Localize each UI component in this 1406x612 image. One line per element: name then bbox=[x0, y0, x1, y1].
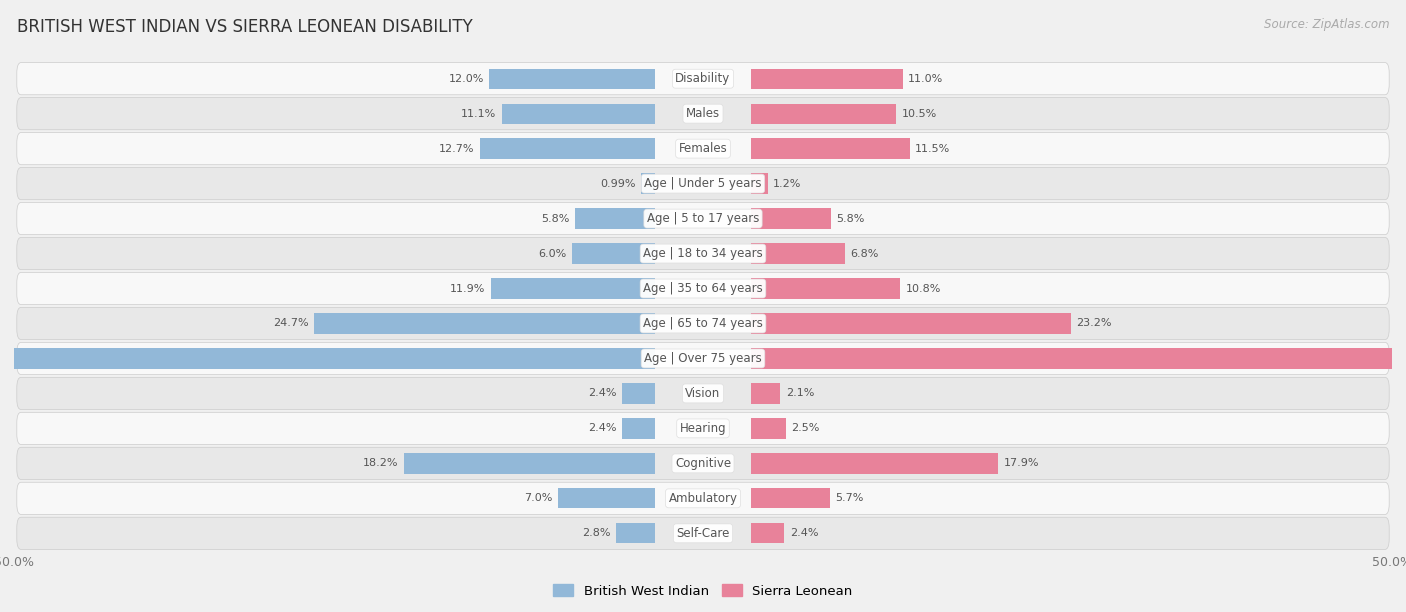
Text: 5.8%: 5.8% bbox=[837, 214, 865, 223]
Text: 6.0%: 6.0% bbox=[538, 248, 567, 258]
FancyBboxPatch shape bbox=[17, 168, 1389, 200]
FancyBboxPatch shape bbox=[17, 482, 1389, 515]
Text: 24.7%: 24.7% bbox=[273, 318, 309, 329]
Text: Age | Under 5 years: Age | Under 5 years bbox=[644, 177, 762, 190]
Bar bbox=[751, 173, 768, 194]
Text: 0.99%: 0.99% bbox=[600, 179, 636, 188]
FancyBboxPatch shape bbox=[17, 378, 1389, 409]
Bar bbox=[502, 103, 655, 124]
Text: 17.9%: 17.9% bbox=[1004, 458, 1039, 468]
Text: 2.5%: 2.5% bbox=[792, 424, 820, 433]
Text: Females: Females bbox=[679, 142, 727, 155]
FancyBboxPatch shape bbox=[17, 203, 1389, 234]
Bar bbox=[751, 348, 1405, 368]
Bar bbox=[751, 418, 786, 439]
Text: Age | 65 to 74 years: Age | 65 to 74 years bbox=[643, 317, 763, 330]
Text: Males: Males bbox=[686, 107, 720, 120]
Text: 11.1%: 11.1% bbox=[461, 109, 496, 119]
Text: Disability: Disability bbox=[675, 72, 731, 85]
Text: 2.8%: 2.8% bbox=[582, 528, 610, 539]
Text: 23.2%: 23.2% bbox=[1077, 318, 1112, 329]
Text: 11.5%: 11.5% bbox=[915, 144, 950, 154]
Text: 10.8%: 10.8% bbox=[905, 283, 941, 294]
FancyBboxPatch shape bbox=[17, 237, 1389, 270]
FancyBboxPatch shape bbox=[17, 342, 1389, 375]
Bar bbox=[491, 278, 655, 299]
FancyBboxPatch shape bbox=[17, 517, 1389, 550]
FancyBboxPatch shape bbox=[17, 272, 1389, 305]
Legend: British West Indian, Sierra Leonean: British West Indian, Sierra Leonean bbox=[548, 579, 858, 603]
Text: Self-Care: Self-Care bbox=[676, 527, 730, 540]
Bar bbox=[751, 453, 998, 474]
Bar bbox=[621, 418, 655, 439]
FancyBboxPatch shape bbox=[17, 62, 1389, 95]
Text: 10.5%: 10.5% bbox=[901, 109, 936, 119]
Text: Age | 18 to 34 years: Age | 18 to 34 years bbox=[643, 247, 763, 260]
Bar bbox=[751, 523, 785, 543]
Text: Age | 35 to 64 years: Age | 35 to 64 years bbox=[643, 282, 763, 295]
Text: Vision: Vision bbox=[685, 387, 721, 400]
Text: Age | Over 75 years: Age | Over 75 years bbox=[644, 352, 762, 365]
Text: 2.4%: 2.4% bbox=[588, 389, 616, 398]
Bar bbox=[0, 348, 655, 368]
Text: 2.4%: 2.4% bbox=[588, 424, 616, 433]
Bar bbox=[751, 69, 903, 89]
Text: 11.0%: 11.0% bbox=[908, 73, 943, 84]
Bar bbox=[751, 383, 780, 403]
Text: 12.7%: 12.7% bbox=[439, 144, 474, 154]
Bar bbox=[751, 209, 831, 229]
Text: 1.2%: 1.2% bbox=[773, 179, 801, 188]
Text: 5.7%: 5.7% bbox=[835, 493, 863, 503]
Bar bbox=[489, 69, 655, 89]
FancyBboxPatch shape bbox=[17, 412, 1389, 444]
Bar bbox=[751, 244, 845, 264]
FancyBboxPatch shape bbox=[17, 133, 1389, 165]
FancyBboxPatch shape bbox=[17, 307, 1389, 340]
Text: Age | 5 to 17 years: Age | 5 to 17 years bbox=[647, 212, 759, 225]
Bar bbox=[751, 313, 1071, 334]
Bar bbox=[751, 278, 900, 299]
Text: 5.8%: 5.8% bbox=[541, 214, 569, 223]
Text: BRITISH WEST INDIAN VS SIERRA LEONEAN DISABILITY: BRITISH WEST INDIAN VS SIERRA LEONEAN DI… bbox=[17, 18, 472, 36]
Bar bbox=[616, 523, 655, 543]
Text: Source: ZipAtlas.com: Source: ZipAtlas.com bbox=[1264, 18, 1389, 31]
Text: Hearing: Hearing bbox=[679, 422, 727, 435]
Bar bbox=[404, 453, 655, 474]
Text: 7.0%: 7.0% bbox=[524, 493, 553, 503]
Bar bbox=[621, 383, 655, 403]
FancyBboxPatch shape bbox=[17, 97, 1389, 130]
Text: 6.8%: 6.8% bbox=[851, 248, 879, 258]
Bar bbox=[558, 488, 655, 509]
Bar bbox=[479, 138, 655, 159]
Text: Ambulatory: Ambulatory bbox=[668, 492, 738, 505]
Text: 12.0%: 12.0% bbox=[449, 73, 484, 84]
Bar bbox=[575, 209, 655, 229]
Text: 18.2%: 18.2% bbox=[363, 458, 398, 468]
Bar bbox=[751, 488, 830, 509]
Text: 2.1%: 2.1% bbox=[786, 389, 814, 398]
Bar bbox=[572, 244, 655, 264]
Bar bbox=[751, 138, 910, 159]
Text: Cognitive: Cognitive bbox=[675, 457, 731, 470]
Text: 11.9%: 11.9% bbox=[450, 283, 485, 294]
Bar bbox=[641, 173, 655, 194]
Text: 2.4%: 2.4% bbox=[790, 528, 818, 539]
FancyBboxPatch shape bbox=[17, 447, 1389, 479]
Bar bbox=[751, 103, 896, 124]
Bar bbox=[315, 313, 655, 334]
